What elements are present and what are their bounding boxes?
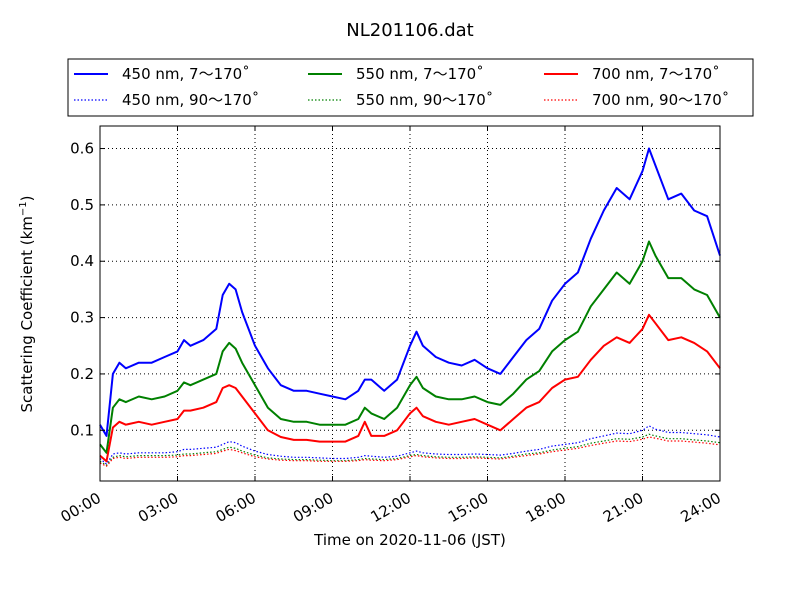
- y-axis-label-main: Scattering Coefficient (km: [18, 216, 36, 412]
- x-tick-label: 03:00: [135, 489, 181, 526]
- y-tick-label: 0.4: [70, 252, 94, 270]
- series-line: [99, 147, 721, 437]
- x-axis-label: Time on 2020-11-06 (JST): [313, 531, 506, 549]
- legend-label: 550 nm, 90～170˚: [356, 91, 493, 109]
- y-tick-label: 0.6: [70, 140, 94, 158]
- x-tick-label: 18:00: [523, 489, 569, 526]
- legend-label: 450 nm, 7～170˚: [122, 65, 250, 83]
- series-line: [99, 436, 721, 467]
- series-line: [99, 433, 721, 466]
- legend-label: 700 nm, 90～170˚: [592, 91, 729, 109]
- y-axis-label-close: ): [18, 195, 36, 201]
- y-axis-label: Scattering Coefficient (km−1): [18, 195, 36, 412]
- series-layer: [99, 147, 721, 467]
- x-tick-label: 09:00: [290, 489, 336, 526]
- chart-title: NL201106.dat: [346, 20, 473, 41]
- x-axis: 00:00 03:00 06:00 09:00 12:00 15:00 18:00 21:00…: [58, 126, 724, 526]
- x-tick-label: 24:00: [678, 489, 724, 526]
- y-tick-label: 0.2: [70, 365, 94, 383]
- y-tick-label: 0.1: [70, 421, 94, 439]
- y-axis: 0.1 0.2 0.3 0.4 0.5 0.6: [70, 140, 720, 439]
- grid-lines: [100, 126, 720, 481]
- plot-frame: [99, 125, 721, 482]
- legend-label: 550 nm, 7～170˚: [356, 65, 484, 83]
- y-tick-label: 0.3: [70, 309, 94, 327]
- legend-label: 700 nm, 7～170˚: [592, 65, 720, 83]
- x-tick-label: 12:00: [368, 489, 414, 526]
- x-tick-label: 06:00: [213, 489, 259, 526]
- y-tick-label: 0.5: [70, 196, 94, 214]
- x-tick-label: 21:00: [600, 489, 646, 526]
- legend-frame: [67, 58, 754, 117]
- x-tick-label: 15:00: [445, 489, 491, 526]
- x-tick-label: 00:00: [58, 489, 104, 526]
- y-axis-label-sup: −1: [18, 201, 29, 216]
- series-line: [99, 240, 721, 454]
- legend-label: 450 nm, 90～170˚: [122, 91, 259, 109]
- chart-legend: 450 nm, 7～170˚ 550 nm, 7～170˚ 700 nm, 7～17…: [67, 58, 754, 117]
- series-line: [99, 313, 721, 463]
